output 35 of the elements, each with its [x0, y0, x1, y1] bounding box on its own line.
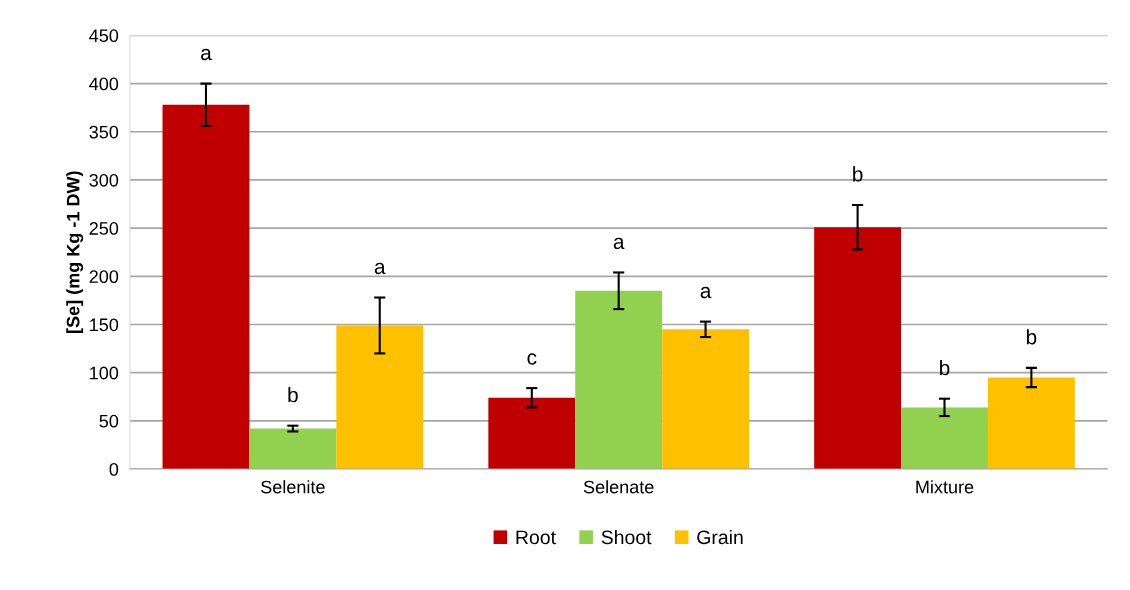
y-tick-label: 150	[90, 318, 119, 332]
legend-label: Grain	[697, 529, 743, 545]
bar	[336, 325, 424, 470]
data-label: c	[527, 353, 537, 365]
legend-label: Shoot	[601, 529, 652, 545]
x-tick-label: Mixture	[916, 480, 974, 494]
y-tick-label: 400	[89, 77, 119, 91]
data-label: a	[613, 237, 625, 250]
x-tick-label: Selenate	[583, 480, 654, 494]
y-tick-label: 250	[89, 222, 119, 235]
bar	[162, 104, 250, 470]
bar	[488, 397, 576, 470]
y-tick-label: 300	[89, 173, 119, 187]
bar	[814, 227, 902, 470]
data-label: a	[700, 286, 712, 299]
bar	[575, 290, 663, 470]
bar	[662, 329, 749, 470]
bar	[249, 428, 337, 470]
y-tick-label: 0	[109, 462, 119, 476]
data-label: b	[288, 386, 298, 403]
data-label: b	[1026, 329, 1037, 345]
bar	[987, 377, 1075, 470]
legend-label: Root	[516, 530, 556, 545]
y-tick-label: 350	[89, 125, 119, 139]
data-label: b	[853, 166, 863, 182]
y-tick-label: 450	[89, 29, 119, 43]
bar	[901, 407, 988, 470]
y-axis-title: [Se] (mg Kg -1 DW)	[66, 171, 84, 333]
x-tick-label: Selenite	[261, 480, 325, 494]
data-label: b	[940, 360, 950, 376]
data-label: a	[201, 48, 212, 61]
y-tick-label: 50	[99, 414, 119, 428]
y-tick-label: 100	[90, 366, 119, 380]
y-tick-label: 200	[89, 270, 119, 284]
data-label: a	[374, 262, 386, 275]
